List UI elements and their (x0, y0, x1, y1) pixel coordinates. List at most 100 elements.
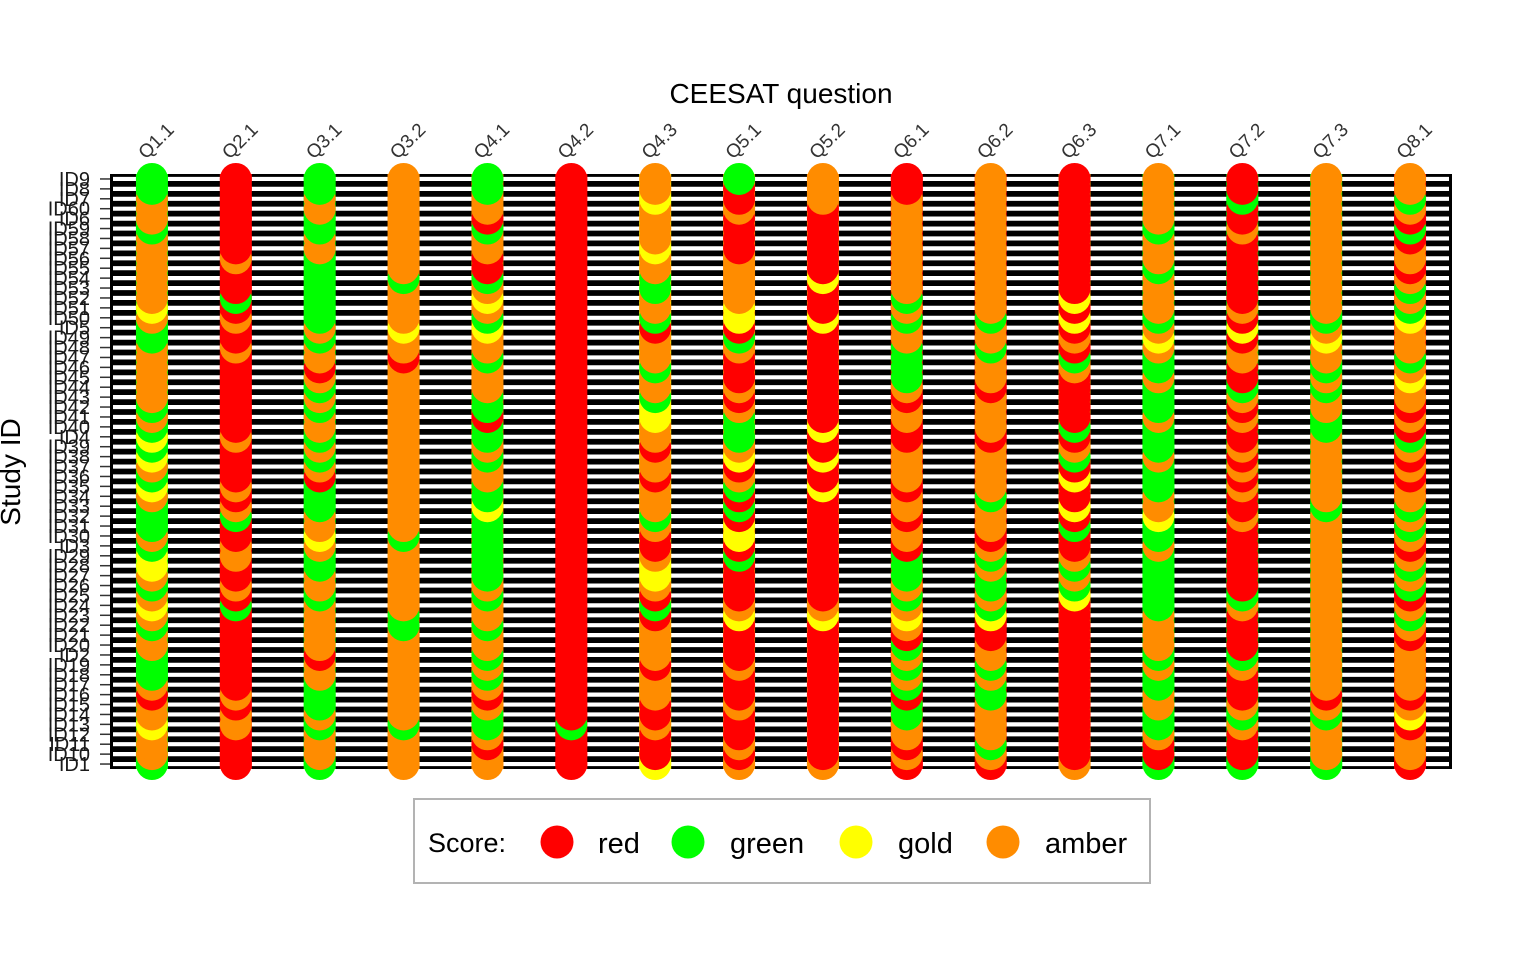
row-tick-label: ID52 (48, 288, 90, 310)
row-tick-label: ID12 (48, 724, 90, 746)
row-tick-label: ID47 (48, 347, 90, 369)
row-tick-label: ID48 (48, 338, 90, 360)
row-tick-label: ID29 (48, 546, 90, 568)
column-tick-label: Q2.1 (218, 120, 262, 164)
row-tick-label: ID44 (48, 377, 90, 399)
score-point (639, 162, 672, 195)
row-tick-label: ID38 (48, 447, 90, 469)
legend: Score: red green gold amber (413, 798, 1151, 884)
row-tick-label: ID21 (48, 625, 90, 647)
column-tick-label: Q4.2 (554, 120, 598, 164)
column-tick-label: Q7.1 (1141, 120, 1185, 164)
row-tick-label: ID3 (59, 536, 90, 558)
legend-box (413, 798, 1151, 884)
score-point (303, 162, 336, 195)
x-axis-title: CEESAT question (669, 78, 892, 109)
score-point (1394, 162, 1427, 195)
row-tick-label: ID4 (59, 427, 90, 449)
score-point (1310, 162, 1343, 195)
score-point (1142, 162, 1175, 195)
row-tick-label: ID49 (48, 328, 90, 350)
score-point (1058, 162, 1091, 195)
row-tick-label: ID20 (48, 635, 90, 657)
row-tick-label: ID46 (48, 357, 90, 379)
row-tick-label: ID32 (48, 506, 90, 528)
row-tick-label: ID2 (59, 645, 90, 667)
column-tick-label: Q5.1 (722, 120, 766, 164)
row-tick-label: ID13 (48, 714, 90, 736)
row-tick-label: ID14 (48, 704, 90, 726)
row-tick-label: ID59 (48, 219, 90, 241)
legend-label-green: green (730, 828, 804, 860)
score-point (890, 162, 923, 195)
score-point (723, 162, 756, 195)
row-tick-label: ID30 (48, 526, 90, 548)
legend-label-gold: gold (898, 828, 953, 860)
row-tick-label: ID11 (49, 734, 90, 756)
column-tick-label: Q3.1 (302, 120, 346, 164)
row-tick-label: ID9 (59, 169, 90, 191)
row-tick-label: ID15 (48, 695, 90, 717)
legend-title: Score: (428, 828, 506, 858)
score-point (219, 162, 252, 195)
y-axis-title: Study ID (0, 418, 26, 525)
row-tick-label: ID40 (48, 417, 90, 439)
column-tick-label: Q7.2 (1225, 120, 1269, 164)
row-tick-label: ID55 (48, 258, 90, 280)
row-tick-label: ID26 (48, 576, 90, 598)
row-tick-label: ID53 (48, 278, 90, 300)
row-tick-label: ID35 (48, 476, 90, 498)
row-tick-label: ID50 (48, 308, 90, 330)
row-tick-label: ID18 (48, 665, 90, 687)
row-tick-label: ID1 (59, 754, 90, 776)
row-tick-label: ID37 (48, 457, 90, 479)
legend-swatch-green (671, 825, 705, 859)
legend-swatch-red (540, 825, 574, 859)
row-tick-labels: ID1ID10ID11ID12ID13ID14ID15ID16ID17ID18I… (48, 169, 110, 776)
score-point (1226, 162, 1259, 195)
row-tick-label: ID43 (48, 387, 90, 409)
column-tick-label: Q1.1 (135, 120, 179, 164)
row-tick-label: ID42 (48, 397, 90, 419)
score-point (974, 162, 1007, 195)
legend-label-amber: amber (1045, 828, 1128, 860)
column-tick-label: Q8.1 (1393, 120, 1437, 164)
row-tick-label: ID17 (48, 675, 90, 697)
row-tick-label: ID7 (59, 189, 90, 211)
legend-label-red: red (598, 828, 640, 860)
row-tick-label: ID57 (48, 238, 90, 260)
score-point (135, 162, 168, 195)
row-tick-label: ID28 (48, 556, 90, 578)
row-tick-label: ID31 (48, 516, 90, 538)
row-tick-label: ID36 (48, 466, 90, 488)
column-tick-label: Q3.2 (386, 120, 430, 164)
row-tick-label: ID45 (48, 367, 90, 389)
row-tick-label: ID6 (59, 209, 90, 231)
column-tick-labels: Q1.1 Q2.1 Q3.1 Q3.2 Q4.1 Q4.2 Q4.3 Q5.1 Q5.2 Q6.1… (135, 120, 1437, 164)
row-tick-label: ID5 (59, 318, 90, 340)
row-tick-label: ID10 (48, 744, 90, 766)
row-tick-label: ID58 (48, 228, 90, 250)
column-tick-label: Q6.2 (973, 120, 1017, 164)
row-tick-label: ID41 (48, 407, 90, 429)
score-point (471, 162, 504, 195)
row-tick-label: ID19 (48, 655, 90, 677)
score-point (806, 162, 839, 195)
legend-swatch-amber (986, 825, 1020, 859)
row-tick-label: ID51 (48, 298, 90, 320)
column-tick-label: Q5.2 (806, 120, 850, 164)
legend-swatch-gold (839, 825, 873, 859)
row-tick-label: ID27 (48, 566, 90, 588)
score-point (555, 162, 588, 195)
legend-entries: red green gold amber (540, 825, 1128, 860)
score-marks (135, 162, 1427, 781)
row-tick-label: ID60 (48, 199, 90, 221)
column-tick-label: Q6.1 (889, 120, 933, 164)
row-tick-label: ID34 (48, 486, 90, 508)
score-point (387, 162, 420, 195)
row-tick-label: ID8 (59, 179, 90, 201)
column-tick-label: Q4.3 (638, 120, 682, 164)
row-tick-label: ID56 (48, 248, 90, 270)
row-tick-label: ID16 (48, 685, 90, 707)
